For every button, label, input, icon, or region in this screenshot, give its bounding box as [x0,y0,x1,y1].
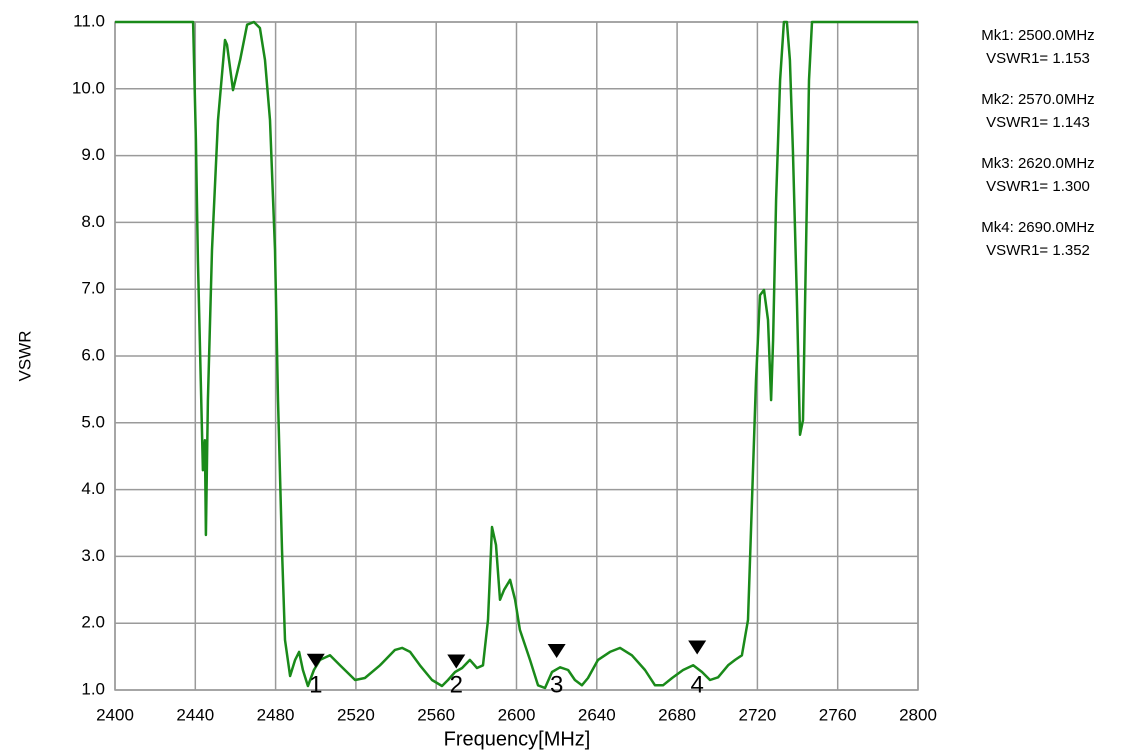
marker-number: 4 [690,671,703,698]
y-tick-label: 10.0 [72,78,105,97]
x-tick-label: 2800 [899,705,937,724]
x-tick-label: 2680 [658,705,696,724]
vswr-line [115,20,918,690]
marker-triangle [306,653,325,668]
marker-number: 2 [450,671,463,698]
x-tick-label: 2760 [819,705,857,724]
marker-readout: VSWR1= 1.153 [986,50,1090,67]
marker-readout: VSWR1= 1.352 [986,242,1090,259]
y-tick-label: 7.0 [81,279,105,298]
x-tick-label: 2600 [498,705,536,724]
marker-triangle [447,654,466,669]
y-tick-label: 4.0 [81,479,105,498]
y-tick-label: 3.0 [81,546,105,565]
marker-readout: VSWR1= 1.143 [986,114,1090,131]
marker-triangle [688,640,707,655]
y-tick-label: 2.0 [81,613,105,632]
y-tick-label: 8.0 [81,212,105,231]
y-tick-label: 9.0 [81,145,105,164]
x-tick-label: 2440 [176,705,214,724]
marker-readout: VSWR1= 1.300 [986,178,1090,195]
marker-readout: Mk2: 2570.0MHz [981,91,1094,108]
y-tick-label: 11.0 [73,11,105,30]
marker-readout: Mk3: 2620.0MHz [981,155,1094,172]
y-tick-label: 1.0 [81,679,105,698]
x-tick-label: 2720 [738,705,776,724]
x-tick-label: 2640 [578,705,616,724]
marker-number: 1 [309,671,322,698]
y-axis-title: VSWR [15,331,34,382]
x-tick-label: 2480 [257,705,295,724]
y-tick-label: 6.0 [81,345,105,364]
x-tick-label: 2560 [417,705,455,724]
marker-number: 3 [550,671,563,698]
y-tick-label: 5.0 [81,412,105,431]
x-axis-title: Frequency[MHz] [444,728,591,750]
marker-triangle [547,643,566,658]
marker-readout: Mk4: 2690.0MHz [981,219,1094,236]
x-tick-label: 2400 [96,705,134,724]
x-tick-label: 2520 [337,705,375,724]
marker-readout: Mk1: 2500.0MHz [981,27,1094,44]
